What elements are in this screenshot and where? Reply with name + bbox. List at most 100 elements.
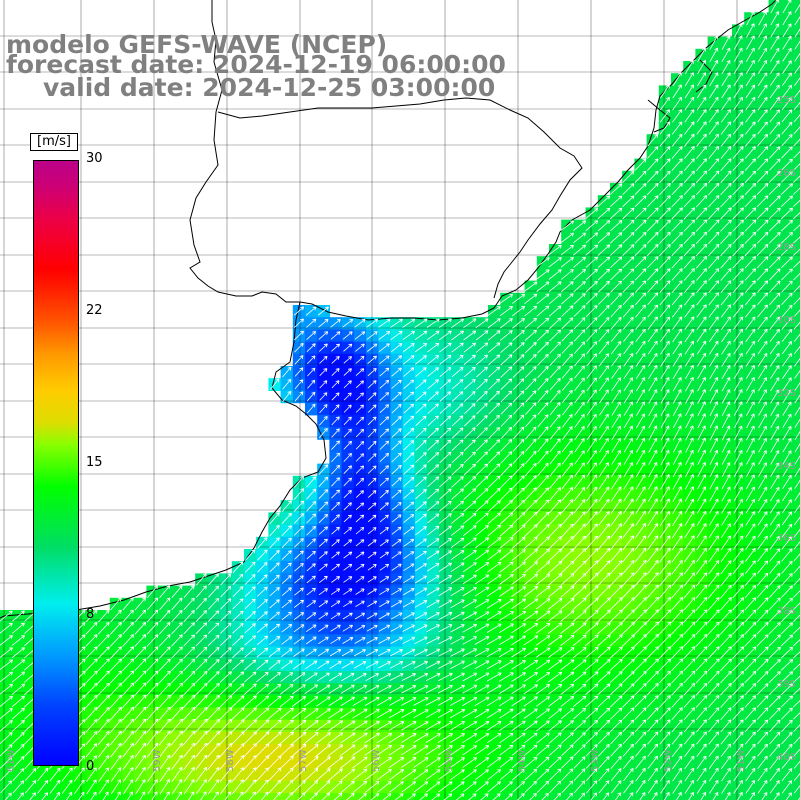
wind-arrow xyxy=(403,355,415,365)
speed-cell xyxy=(719,768,733,782)
wind-arrow xyxy=(574,450,585,465)
wind-arrow xyxy=(352,768,368,781)
wind-arrow xyxy=(732,743,744,757)
speed-cell xyxy=(536,707,550,721)
wind-arrow xyxy=(367,453,377,462)
wind-arrow xyxy=(708,695,720,708)
wind-arrow xyxy=(330,331,341,340)
wind-arrow xyxy=(378,612,390,620)
wind-arrow xyxy=(330,600,341,608)
wind-arrow xyxy=(768,219,781,232)
wind-arrow xyxy=(770,401,780,416)
wind-arrow xyxy=(486,623,502,633)
wind-arrow xyxy=(770,60,780,74)
wind-arrow xyxy=(721,401,731,416)
wind-arrow xyxy=(770,450,780,465)
wind-arrow xyxy=(537,341,549,354)
wind-arrow xyxy=(720,572,732,587)
wind-arrow xyxy=(671,560,683,575)
wind-arrow xyxy=(720,182,732,196)
wind-arrow xyxy=(586,462,597,477)
wind-arrow xyxy=(672,96,682,111)
wind-arrow xyxy=(0,756,13,769)
wind-arrow xyxy=(659,109,670,123)
speed-cell xyxy=(463,756,477,770)
speed-cell xyxy=(475,707,489,721)
wind-arrow xyxy=(85,646,98,659)
wind-arrow xyxy=(597,548,611,563)
wind-arrow xyxy=(610,280,622,293)
wind-arrow xyxy=(734,437,743,453)
speed-cell xyxy=(695,390,709,404)
wind-arrow xyxy=(793,224,800,232)
wind-arrow xyxy=(476,439,488,452)
speed-cell xyxy=(756,512,770,526)
speed-cell xyxy=(378,366,391,379)
wind-arrow xyxy=(61,779,73,794)
wind-arrow xyxy=(535,659,551,670)
wind-arrow xyxy=(611,413,621,429)
wind-arrow xyxy=(391,367,402,377)
wind-arrow xyxy=(355,477,365,486)
wind-arrow xyxy=(770,23,780,38)
speed-cell xyxy=(305,366,318,379)
wind-arrow xyxy=(343,576,353,583)
wind-arrow xyxy=(623,449,633,465)
wind-arrow xyxy=(782,413,792,428)
wind-arrow xyxy=(488,378,500,390)
wind-arrow xyxy=(487,524,501,537)
speed-cell xyxy=(353,793,367,800)
wind-arrow xyxy=(672,755,683,770)
wind-arrow xyxy=(609,658,623,671)
wind-arrow xyxy=(671,609,684,623)
speed-cell xyxy=(427,671,440,684)
wind-arrow xyxy=(768,658,781,671)
wind-arrow xyxy=(610,304,622,318)
wind-arrow xyxy=(352,684,368,694)
wind-arrow xyxy=(572,560,587,574)
speed-cell xyxy=(646,658,660,672)
wind-arrow xyxy=(451,463,464,476)
wind-arrow xyxy=(401,781,416,793)
wind-arrow xyxy=(390,636,403,644)
wind-arrow xyxy=(609,646,623,659)
wind-arrow xyxy=(379,367,390,377)
wind-arrow xyxy=(85,682,98,696)
wind-arrow xyxy=(11,647,25,659)
speed-cell xyxy=(292,585,306,599)
wind-arrow xyxy=(745,498,755,514)
speed-cell xyxy=(427,658,440,672)
wind-arrow xyxy=(720,547,732,563)
speed-cell xyxy=(707,793,721,800)
wind-arrow xyxy=(721,340,731,355)
wind-arrow xyxy=(597,572,611,587)
wind-arrow xyxy=(486,611,502,621)
speed-cell xyxy=(366,573,379,587)
wind-arrow xyxy=(463,439,476,451)
speed-cell xyxy=(427,561,440,574)
wind-arrow xyxy=(733,474,743,490)
wind-arrow xyxy=(683,256,695,269)
wind-arrow xyxy=(622,755,634,769)
wind-arrow xyxy=(319,380,328,389)
wind-arrow xyxy=(768,707,781,720)
speed-cell xyxy=(353,500,367,513)
wind-arrow xyxy=(183,646,195,659)
speed-cell xyxy=(317,793,330,800)
speed-cell xyxy=(622,695,635,709)
wind-arrow xyxy=(195,658,208,671)
wind-arrow xyxy=(355,465,365,474)
speed-cell xyxy=(427,780,440,794)
speed-cell xyxy=(427,585,440,599)
wind-arrow xyxy=(475,318,489,329)
speed-cell xyxy=(317,414,330,428)
speed-cell xyxy=(707,768,721,782)
wind-arrow xyxy=(660,779,670,794)
speed-cell xyxy=(744,390,757,404)
wind-arrow xyxy=(85,743,98,758)
wind-arrow xyxy=(159,779,170,795)
wind-arrow xyxy=(523,672,538,683)
wind-arrow xyxy=(720,584,732,599)
speed-cell xyxy=(732,439,745,452)
wind-arrow xyxy=(134,754,146,770)
